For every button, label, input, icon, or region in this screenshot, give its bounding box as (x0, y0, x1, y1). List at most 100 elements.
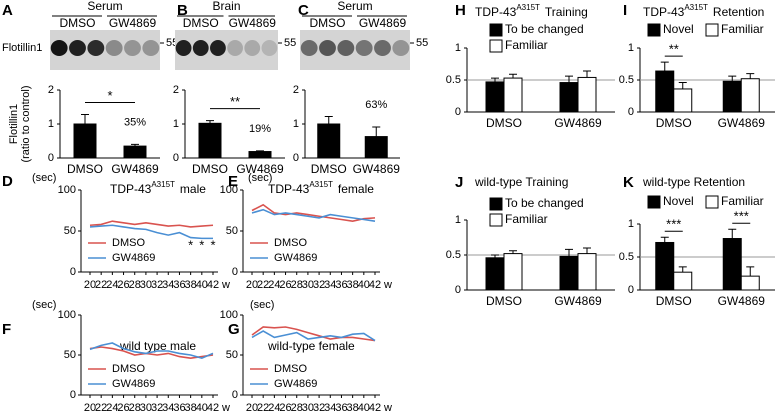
y-tick-label: 0 (455, 284, 461, 296)
blot-marker: 55 (284, 37, 296, 49)
x-tick-label: GW4869 (554, 116, 602, 130)
x-tick-label: 22 (95, 279, 107, 291)
panel-letter: G (228, 321, 240, 338)
x-tick-label: 40 (196, 402, 208, 414)
y-tick-label: 0 (293, 152, 299, 164)
y-tick-label: 0.5 (446, 249, 461, 261)
chart-title: wild-type Training (474, 175, 568, 189)
blot-band (50, 40, 68, 56)
x-tick-label: 24 (268, 279, 280, 291)
significance: *** (666, 217, 681, 232)
x-tick-label: 30 (140, 402, 152, 414)
legend-label: DMSO (112, 363, 145, 375)
title-main: TDP-43 (268, 182, 310, 196)
blot-protein: Flotillin1 (2, 42, 42, 54)
blot-title: Brain (212, 0, 240, 13)
x-tick-label: GW4869 (554, 294, 602, 308)
series-line (89, 224, 213, 240)
x-tick-label: 28 (291, 279, 303, 291)
y-tick-label: 0 (232, 389, 238, 401)
series-line (89, 346, 214, 360)
x-tick-label: 38 (185, 402, 197, 414)
legend-swatch (489, 39, 503, 53)
series-line (251, 203, 376, 222)
legend-label: To be changed (505, 196, 584, 210)
y-tick-label: 0 (48, 152, 54, 164)
x-tick-label: 40 (358, 402, 370, 414)
significance: * (107, 88, 112, 103)
x-tick-label: 34 (162, 402, 174, 414)
x-tick-label: 28 (291, 402, 303, 414)
y-tick-label: 50 (64, 225, 76, 237)
legend-label: Familiar (721, 22, 764, 36)
title-main: TDP-43 (475, 5, 517, 19)
blot-band (192, 40, 209, 56)
x-tick-label: 32 (313, 279, 325, 291)
y-tick-label: 2 (173, 84, 179, 96)
y-tick-label: 1 (293, 118, 299, 130)
legend-label: GW4869 (274, 252, 317, 264)
bar (740, 78, 760, 113)
legend-label: GW4869 (274, 378, 317, 390)
error-bar (660, 236, 669, 243)
significance: ** (669, 42, 679, 57)
legend-label: Novel (663, 22, 694, 36)
x-tick-label: 32 (151, 279, 163, 291)
y-tick-label: 2 (48, 84, 54, 96)
y-axis-label: (sec) (248, 172, 272, 184)
y-tick-label: 0 (455, 106, 461, 118)
blot-label: GW4869 (109, 16, 157, 30)
x-tick-label: 20 (84, 402, 96, 414)
blot-band (210, 40, 226, 56)
bar (317, 123, 341, 159)
significance: *** (734, 209, 749, 224)
x-tick-label: 28 (129, 402, 141, 414)
x-tick-label: 24 (106, 402, 118, 414)
y-tick-label: 1 (455, 214, 461, 226)
bar (503, 77, 523, 113)
error-bar (131, 143, 139, 147)
x-tick-label: GW4869 (236, 162, 284, 176)
y-tick-label: 0 (173, 152, 179, 164)
blot-band (337, 40, 355, 56)
x-tick-label: 24 (106, 279, 118, 291)
blot (300, 30, 410, 70)
x-unit: w (221, 279, 230, 291)
legend-swatch (705, 23, 719, 37)
error-bar (372, 126, 381, 137)
blot-band (355, 40, 373, 56)
x-tick-label: 30 (302, 402, 314, 414)
blot-band (69, 40, 86, 56)
error-bar (728, 228, 737, 239)
error-bar (660, 61, 669, 72)
legend-swatch (647, 195, 661, 209)
title-rest: male (180, 182, 206, 196)
x-tick-label: 36 (173, 279, 185, 291)
y-tick-label: 1 (628, 218, 634, 230)
legend-label: DMSO (112, 237, 145, 249)
significance: * (210, 237, 215, 252)
blot-band (300, 40, 318, 56)
x-tick-label: 42 (369, 279, 381, 291)
panel-letter: K (623, 174, 634, 191)
x-unit: w (383, 402, 392, 414)
y-tick-label: 1 (455, 42, 461, 54)
x-tick-label: DMSO (486, 294, 522, 308)
legend-label: Familiar (505, 212, 548, 226)
y-tick-label: 50 (64, 349, 76, 361)
x-tick-label: 42 (207, 402, 219, 414)
legend-label: GW4869 (112, 252, 155, 264)
x-tick-label: 20 (246, 402, 258, 414)
title-sup: A315T (684, 3, 708, 12)
x-tick-label: 22 (257, 279, 269, 291)
x-tick-label: 34 (324, 402, 336, 414)
x-unit: w (221, 402, 230, 414)
y-tick-label: 2 (293, 84, 299, 96)
title-sup: A315T (516, 3, 540, 12)
bar (198, 122, 222, 159)
bar (577, 253, 597, 291)
legend-label: DMSO (274, 237, 307, 249)
x-tick-label: 42 (207, 279, 219, 291)
x-tick-label: 36 (335, 279, 347, 291)
y-tick-label: 0 (628, 106, 634, 118)
